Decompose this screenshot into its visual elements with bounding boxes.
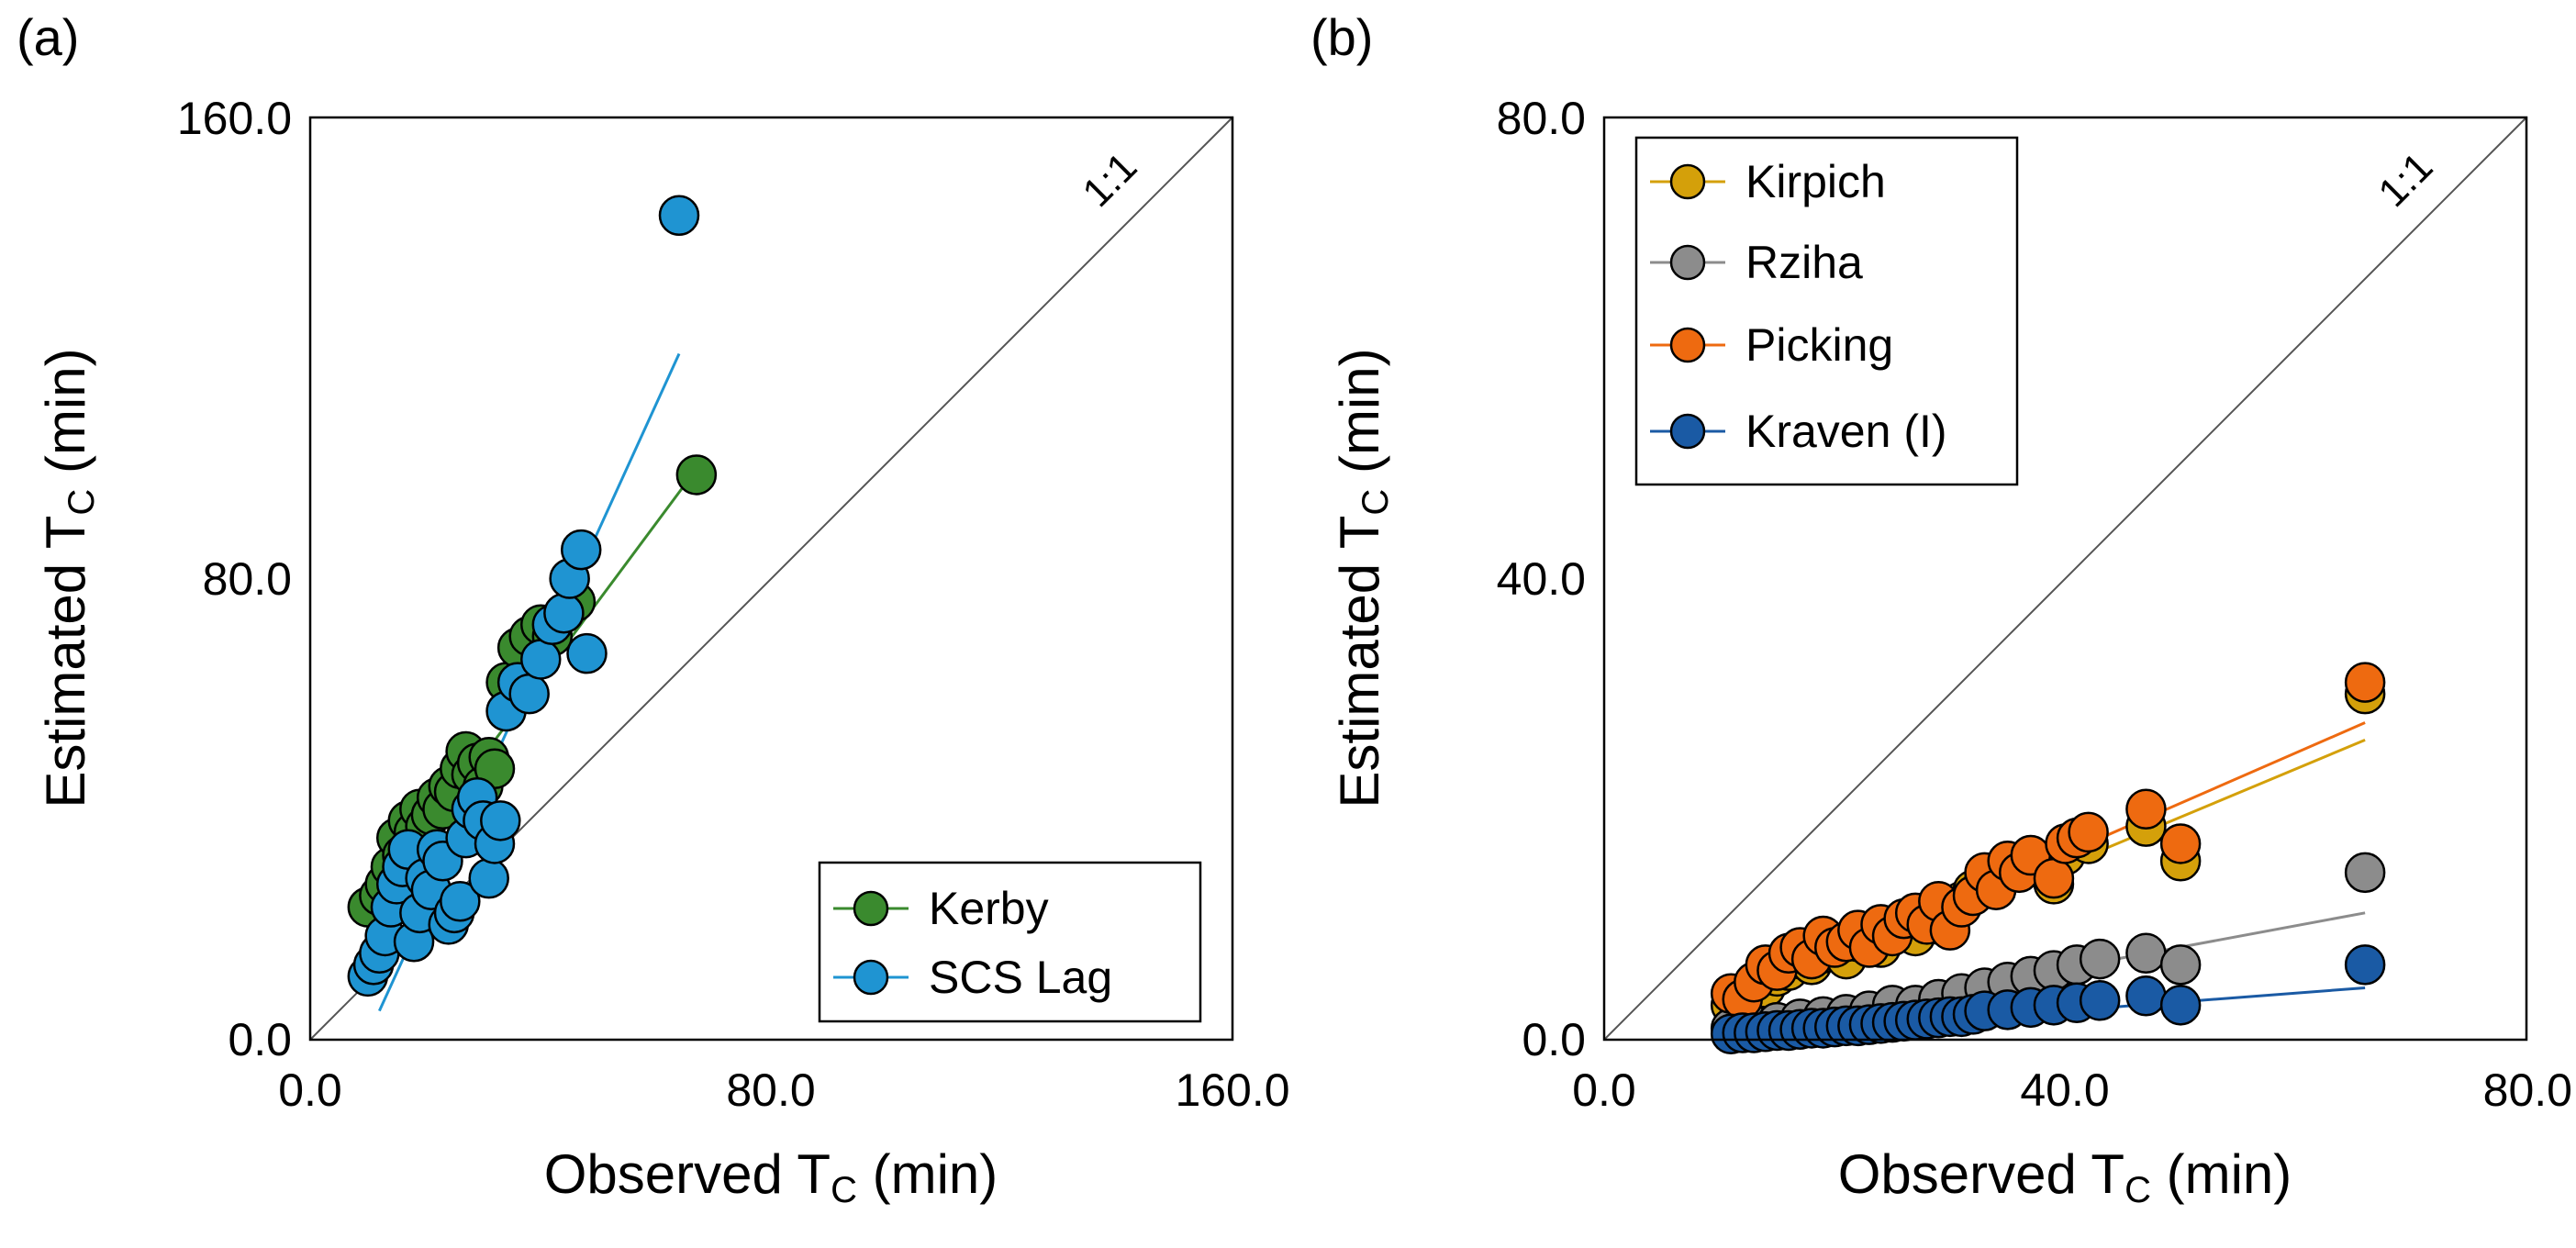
panel-b: (b) 1:1 0.0 40.0 80.0 0.0 40.0 80.0 Obse… (1310, 8, 2572, 1210)
point-scs-lag-23 (480, 800, 521, 841)
panel-b-xtick-2: 80.0 (2483, 1064, 2572, 1116)
panel-a-legend-box (818, 861, 1202, 1023)
panel-b-marks (1603, 117, 2527, 1054)
point-picking-27 (2033, 857, 2075, 899)
legend-rziha-marker (1669, 244, 1706, 281)
point-picking-32 (2159, 823, 2202, 864)
panel-a-ytick-1: 80.0 (203, 553, 292, 605)
point-picking-33 (2344, 662, 2386, 703)
panel-b-ytick-1: 40.0 (1497, 553, 1586, 605)
panel-a-xlabel: Observed TC (min) (544, 1143, 998, 1210)
point-kraven-i-27 (2079, 980, 2121, 1021)
panel-b-label: (b) (1310, 8, 1373, 66)
point-scs-lag-21 (468, 857, 509, 899)
panel-a-xtick-0: 0.0 (278, 1064, 342, 1116)
legend-picking-marker (1669, 327, 1706, 363)
panel-b-ytick-0: 0.0 (1522, 1014, 1586, 1065)
panel-a: (a) 1:1 0.0 80.0 160.0 0.0 80.0 160.0 Ob… (17, 8, 1290, 1210)
point-rziha-19 (2344, 852, 2386, 894)
point-kraven-i-28 (2125, 975, 2167, 1017)
panel-a-xtick-1: 80.0 (726, 1064, 815, 1116)
panel-a-frame (308, 116, 1234, 1042)
panel-b-ylabel: Estimated TC (min) (1329, 348, 1396, 808)
panel-a-reference-label: 1:1 (1074, 144, 1145, 216)
panel-a-legend: Kerby SCS Lag (818, 861, 1202, 1023)
legend-kirpich-label: Kirpich (1745, 156, 1886, 207)
legend-kraven-marker (1669, 413, 1706, 450)
point-scs-lag-32 (566, 632, 608, 674)
legend-kerby-marker (853, 890, 889, 927)
legend-scs-lag-marker (853, 959, 889, 996)
panel-b-legend: Kirpich Rziha Picking Kraven (I) (1634, 136, 2019, 486)
legend-kirpich-marker (1669, 163, 1706, 200)
legend-kerby-label: Kerby (929, 883, 1049, 934)
panel-b-xtick-0: 0.0 (1572, 1064, 1636, 1116)
panel-a-ytick-0: 0.0 (228, 1014, 292, 1065)
point-picking-30 (2068, 811, 2109, 853)
point-picking-31 (2125, 788, 2167, 830)
panel-a-marks (309, 117, 1233, 1041)
point-rziha-17 (2125, 932, 2167, 975)
point-scs-lag-31 (560, 529, 602, 571)
legend-kraven-label: Kraven (I) (1745, 406, 1947, 457)
point-scs-lag-16 (440, 881, 481, 922)
panel-b-ytick-2: 80.0 (1497, 93, 1586, 144)
legend-picking-label: Picking (1745, 319, 1893, 371)
panel-b-reference-label: 1:1 (2370, 144, 2441, 216)
point-rziha-18 (2159, 944, 2202, 986)
panel-a-label: (a) (17, 8, 79, 66)
legend-scs-lag-label: SCS Lag (929, 952, 1112, 1003)
panel-b-xlabel: Observed TC (min) (1838, 1143, 2292, 1210)
point-rziha-16 (2079, 938, 2121, 980)
point-kraven-i-30 (2344, 944, 2386, 986)
point-scs-lag-27 (520, 639, 562, 680)
panel-a-ytick-2: 160.0 (177, 93, 292, 144)
panel-a-ylabel: Estimated TC (min) (35, 348, 102, 808)
point-scs-lag-33 (658, 195, 700, 237)
legend-rziha-label: Rziha (1745, 237, 1863, 288)
panel-b-frame (1602, 116, 2528, 1042)
point-scs-lag-29 (543, 592, 585, 634)
panel-a-xtick-2: 160.0 (1175, 1064, 1289, 1116)
point-scs-lag-26 (508, 673, 550, 715)
panel-b-one-to-one-line (1603, 117, 2527, 1041)
point-kraven-i-29 (2159, 985, 2202, 1026)
point-kerby-29 (675, 454, 718, 496)
panel-b-xtick-1: 40.0 (2020, 1064, 2109, 1116)
